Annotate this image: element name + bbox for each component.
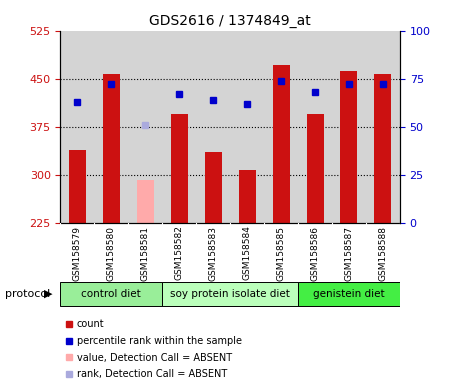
Bar [171,114,188,223]
Bar [298,282,400,306]
Bar [94,31,128,223]
Bar [340,71,358,223]
Bar [264,31,298,223]
Text: GSM158579: GSM158579 [73,225,82,281]
Bar [137,180,154,223]
Text: protocol: protocol [5,289,50,299]
Text: value, Detection Call = ABSENT: value, Detection Call = ABSENT [77,353,232,362]
Text: GSM158587: GSM158587 [345,225,353,281]
Bar [69,151,86,223]
Text: percentile rank within the sample: percentile rank within the sample [77,336,242,346]
Text: GSM158586: GSM158586 [311,225,319,281]
Bar [103,74,120,223]
Text: GSM158581: GSM158581 [141,225,150,281]
Bar [239,170,256,223]
Bar [196,31,230,223]
Text: control diet: control diet [81,289,141,299]
Text: GSM158580: GSM158580 [107,225,116,281]
Bar [366,31,400,223]
Text: count: count [77,319,104,329]
Bar [162,31,196,223]
Text: rank, Detection Call = ABSENT: rank, Detection Call = ABSENT [77,369,227,379]
Title: GDS2616 / 1374849_at: GDS2616 / 1374849_at [149,14,311,28]
Text: soy protein isolate diet: soy protein isolate diet [170,289,290,299]
Text: GSM158584: GSM158584 [243,225,252,280]
Bar [306,114,324,223]
Bar [298,31,332,223]
Text: GSM158583: GSM158583 [209,225,218,281]
Bar [230,31,264,223]
Bar [60,282,162,306]
Bar [374,74,392,223]
Text: GSM158585: GSM158585 [277,225,286,281]
Bar [128,31,162,223]
Text: GSM158588: GSM158588 [379,225,387,281]
Text: genistein diet: genistein diet [313,289,385,299]
Bar [332,31,366,223]
Text: GSM158582: GSM158582 [175,225,184,280]
Bar [60,31,94,223]
Bar [205,152,222,223]
Bar [272,65,290,223]
Text: ▶: ▶ [44,289,53,299]
Bar [162,282,298,306]
